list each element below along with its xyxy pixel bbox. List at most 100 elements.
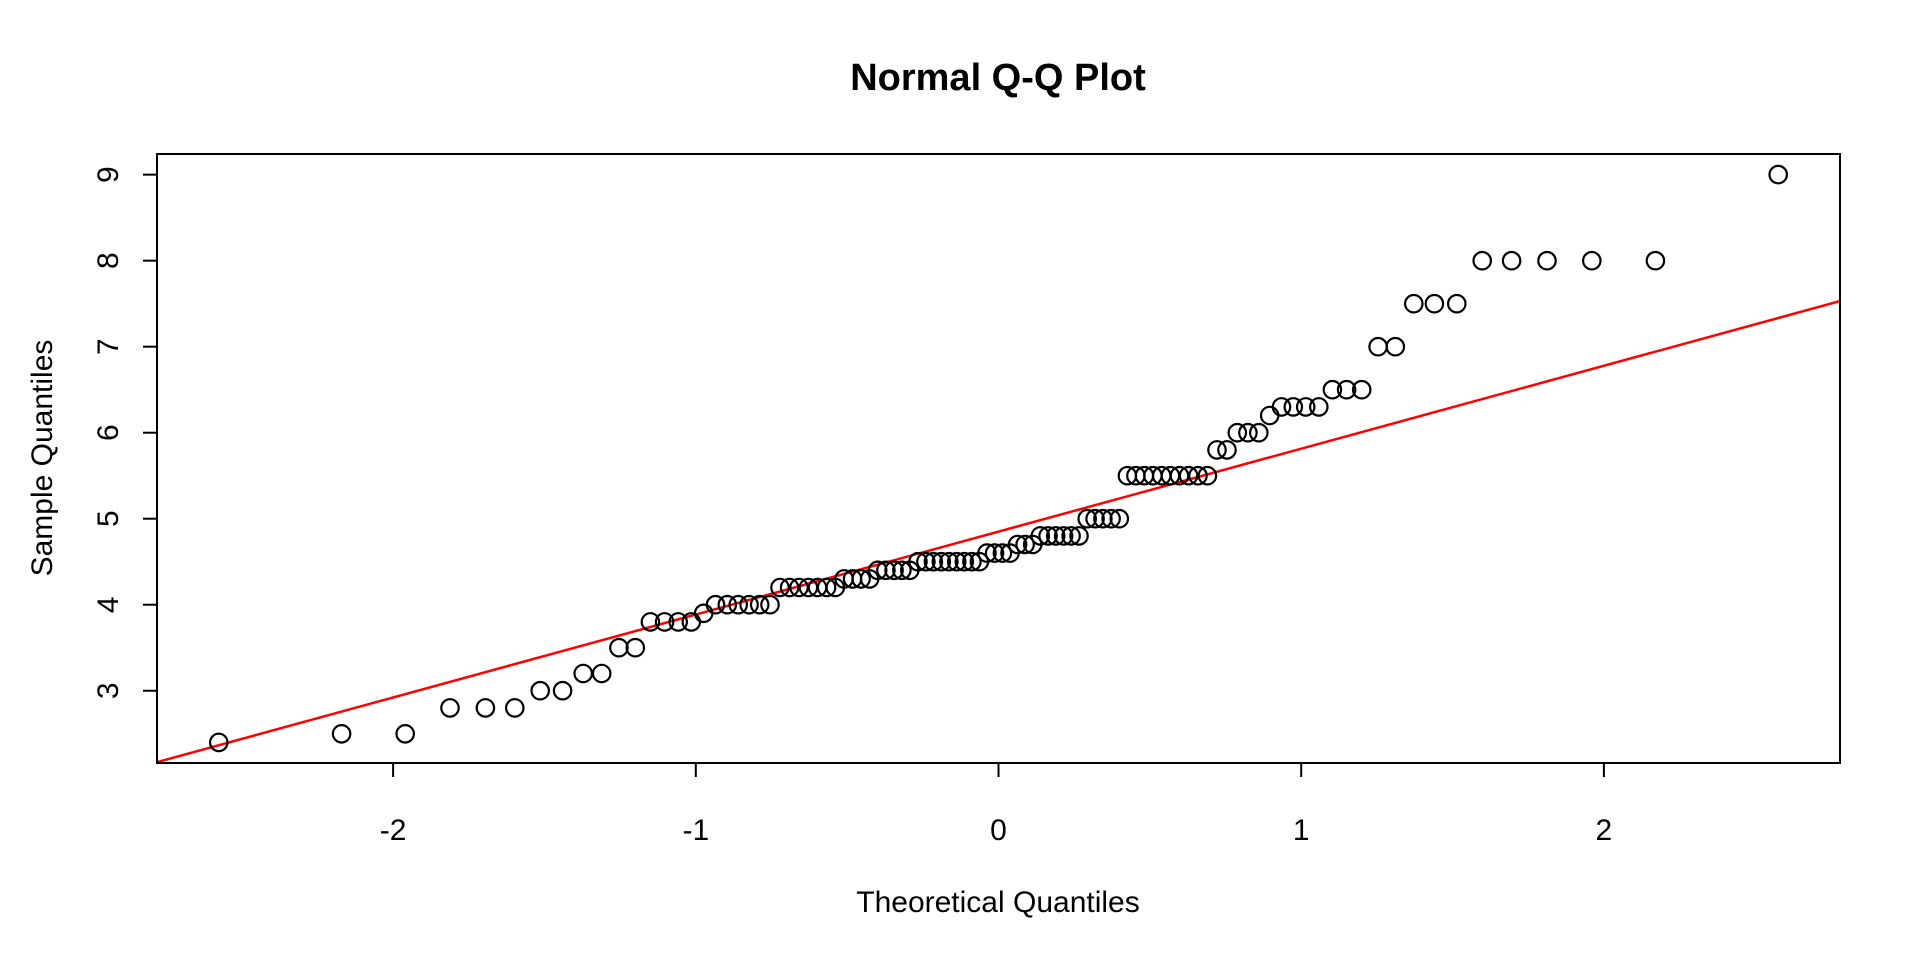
data-point <box>1447 293 1467 314</box>
data-point <box>1085 508 1105 529</box>
x-tick-label: -1 <box>682 814 709 847</box>
y-tick-label: 3 <box>92 682 125 699</box>
qq-reference-line <box>157 299 1840 763</box>
data-point <box>1336 379 1357 400</box>
data-point <box>1309 397 1329 417</box>
data-point <box>552 680 573 701</box>
data-point <box>1501 250 1522 271</box>
data-point <box>1109 508 1130 529</box>
data-point <box>654 612 675 632</box>
y-tick-label: 5 <box>92 510 125 527</box>
data-point <box>1768 164 1788 185</box>
data-point <box>1537 250 1557 271</box>
y-tick-label: 6 <box>92 424 125 441</box>
x-axis-title: Theoretical Quantiles <box>856 886 1139 919</box>
plot-box-border <box>156 153 1841 764</box>
data-point <box>1645 250 1666 271</box>
data-point <box>717 594 738 615</box>
data-point <box>1295 397 1316 417</box>
data-point <box>530 680 550 701</box>
data-point <box>1385 336 1406 357</box>
data-point <box>954 551 975 572</box>
data-point <box>1030 526 1051 546</box>
data-point <box>475 698 496 718</box>
data-point <box>931 551 952 572</box>
axes-group: -2 -1 0 1 2 3 4 5 6 7 8 9 <box>92 166 1612 847</box>
data-point <box>739 594 759 615</box>
data-point <box>1271 397 1292 417</box>
data-point <box>779 577 800 598</box>
data-point <box>440 698 460 718</box>
data-point <box>1188 465 1208 486</box>
data-point <box>1472 250 1492 271</box>
data-point <box>640 612 661 632</box>
data-point <box>923 551 944 572</box>
data-point <box>331 723 352 744</box>
data-point <box>1069 526 1089 546</box>
data-point <box>1207 440 1227 460</box>
data-points-group <box>209 164 1788 753</box>
data-point <box>1178 465 1199 486</box>
data-point <box>1283 397 1304 417</box>
x-tick-label: 1 <box>1293 814 1310 847</box>
data-point <box>760 594 780 615</box>
data-point <box>1061 526 1081 546</box>
data-point <box>1007 534 1028 555</box>
data-point <box>916 551 936 572</box>
data-point <box>1217 440 1237 460</box>
data-point <box>705 594 726 615</box>
data-point <box>1045 526 1066 546</box>
data-point <box>1582 250 1602 271</box>
data-point <box>977 543 997 563</box>
data-point <box>908 551 928 572</box>
y-axis-title: Sample Quantiles <box>26 340 59 577</box>
data-point <box>1424 293 1445 314</box>
data-point <box>609 637 629 658</box>
data-point <box>946 551 967 572</box>
data-point <box>1015 534 1035 555</box>
data-point <box>1197 465 1218 486</box>
data-point <box>962 551 982 572</box>
data-point <box>1322 379 1343 400</box>
qq-reference-line-group <box>157 299 1840 763</box>
data-point <box>1368 336 1388 357</box>
y-tick-label: 4 <box>92 596 125 613</box>
data-point <box>1038 526 1058 546</box>
x-tick-label: 0 <box>990 814 1007 847</box>
y-tick-label: 8 <box>92 252 125 269</box>
y-tick-label: 7 <box>92 338 125 355</box>
data-point <box>209 732 229 753</box>
data-point <box>1227 422 1248 443</box>
data-point <box>884 560 904 581</box>
data-point <box>939 551 959 572</box>
data-point <box>395 723 415 744</box>
data-point <box>1259 405 1280 426</box>
data-point <box>591 663 612 684</box>
data-point <box>573 663 593 684</box>
data-point <box>1404 293 1424 314</box>
data-point <box>770 577 790 598</box>
data-point <box>668 612 688 632</box>
data-point <box>749 594 770 615</box>
chart-title: Normal Q-Q Plot <box>850 57 1146 99</box>
data-point <box>625 637 646 658</box>
data-point <box>1351 379 1372 400</box>
data-point <box>816 577 837 598</box>
data-point <box>876 560 896 581</box>
data-point <box>728 594 748 615</box>
data-point <box>1238 422 1258 443</box>
data-point <box>851 569 871 589</box>
data-point <box>504 698 525 718</box>
x-tick-label: 2 <box>1596 814 1613 847</box>
data-point <box>984 543 1005 563</box>
data-point <box>1249 422 1269 443</box>
data-point <box>1077 508 1097 529</box>
data-point <box>992 543 1013 563</box>
x-tick-label: -2 <box>380 814 407 847</box>
data-point <box>1053 526 1074 546</box>
data-point <box>1101 508 1121 529</box>
data-point <box>892 560 912 581</box>
y-tick-label: 9 <box>92 166 125 183</box>
